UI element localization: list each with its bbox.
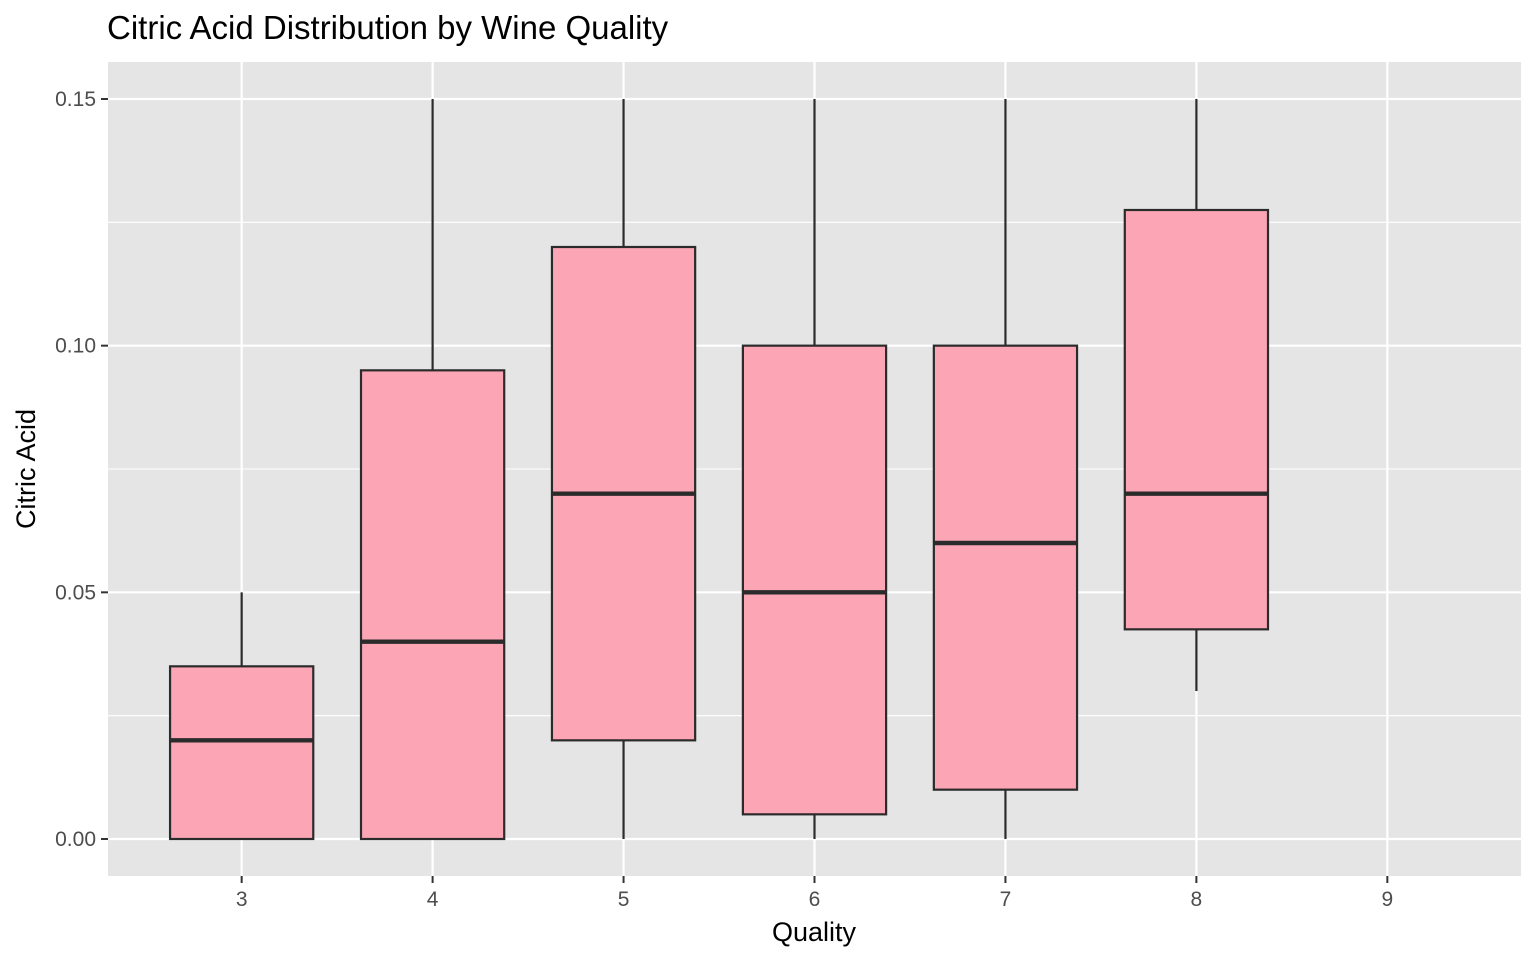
box-series xyxy=(168,99,1270,841)
y-tick-label: 0.10 xyxy=(55,335,96,358)
x-tick-label: 3 xyxy=(236,888,248,911)
x-tick-label: 4 xyxy=(427,888,439,911)
box-iqr xyxy=(1123,208,1270,631)
box-quality-3 xyxy=(168,592,315,841)
box-quality-7 xyxy=(932,99,1079,839)
box-quality-5 xyxy=(550,99,697,839)
chart-title: Citric Acid Distribution by Wine Quality xyxy=(107,9,669,46)
box-iqr xyxy=(359,369,506,841)
box-iqr xyxy=(741,344,888,816)
x-tick-label: 7 xyxy=(1000,888,1012,911)
box-quality-8 xyxy=(1123,99,1270,691)
box-quality-4 xyxy=(359,99,506,841)
x-tick-label: 9 xyxy=(1381,888,1393,911)
y-axis-title: Citric Acid xyxy=(11,409,41,529)
x-tick-label: 6 xyxy=(809,888,821,911)
box-quality-6 xyxy=(741,99,888,839)
x-axis: 3 4 5 6 7 8 9 xyxy=(236,876,1393,911)
box-iqr xyxy=(168,665,315,841)
x-tick-label: 8 xyxy=(1191,888,1203,911)
box-iqr xyxy=(932,344,1079,791)
x-tick-label: 5 xyxy=(618,888,630,911)
y-axis: 0.00 0.05 0.10 0.15 xyxy=(55,88,108,851)
y-tick-label: 0.00 xyxy=(55,828,96,851)
y-tick-label: 0.15 xyxy=(55,88,96,111)
y-tick-label: 0.05 xyxy=(55,581,96,604)
x-axis-title: Quality xyxy=(772,917,857,947)
